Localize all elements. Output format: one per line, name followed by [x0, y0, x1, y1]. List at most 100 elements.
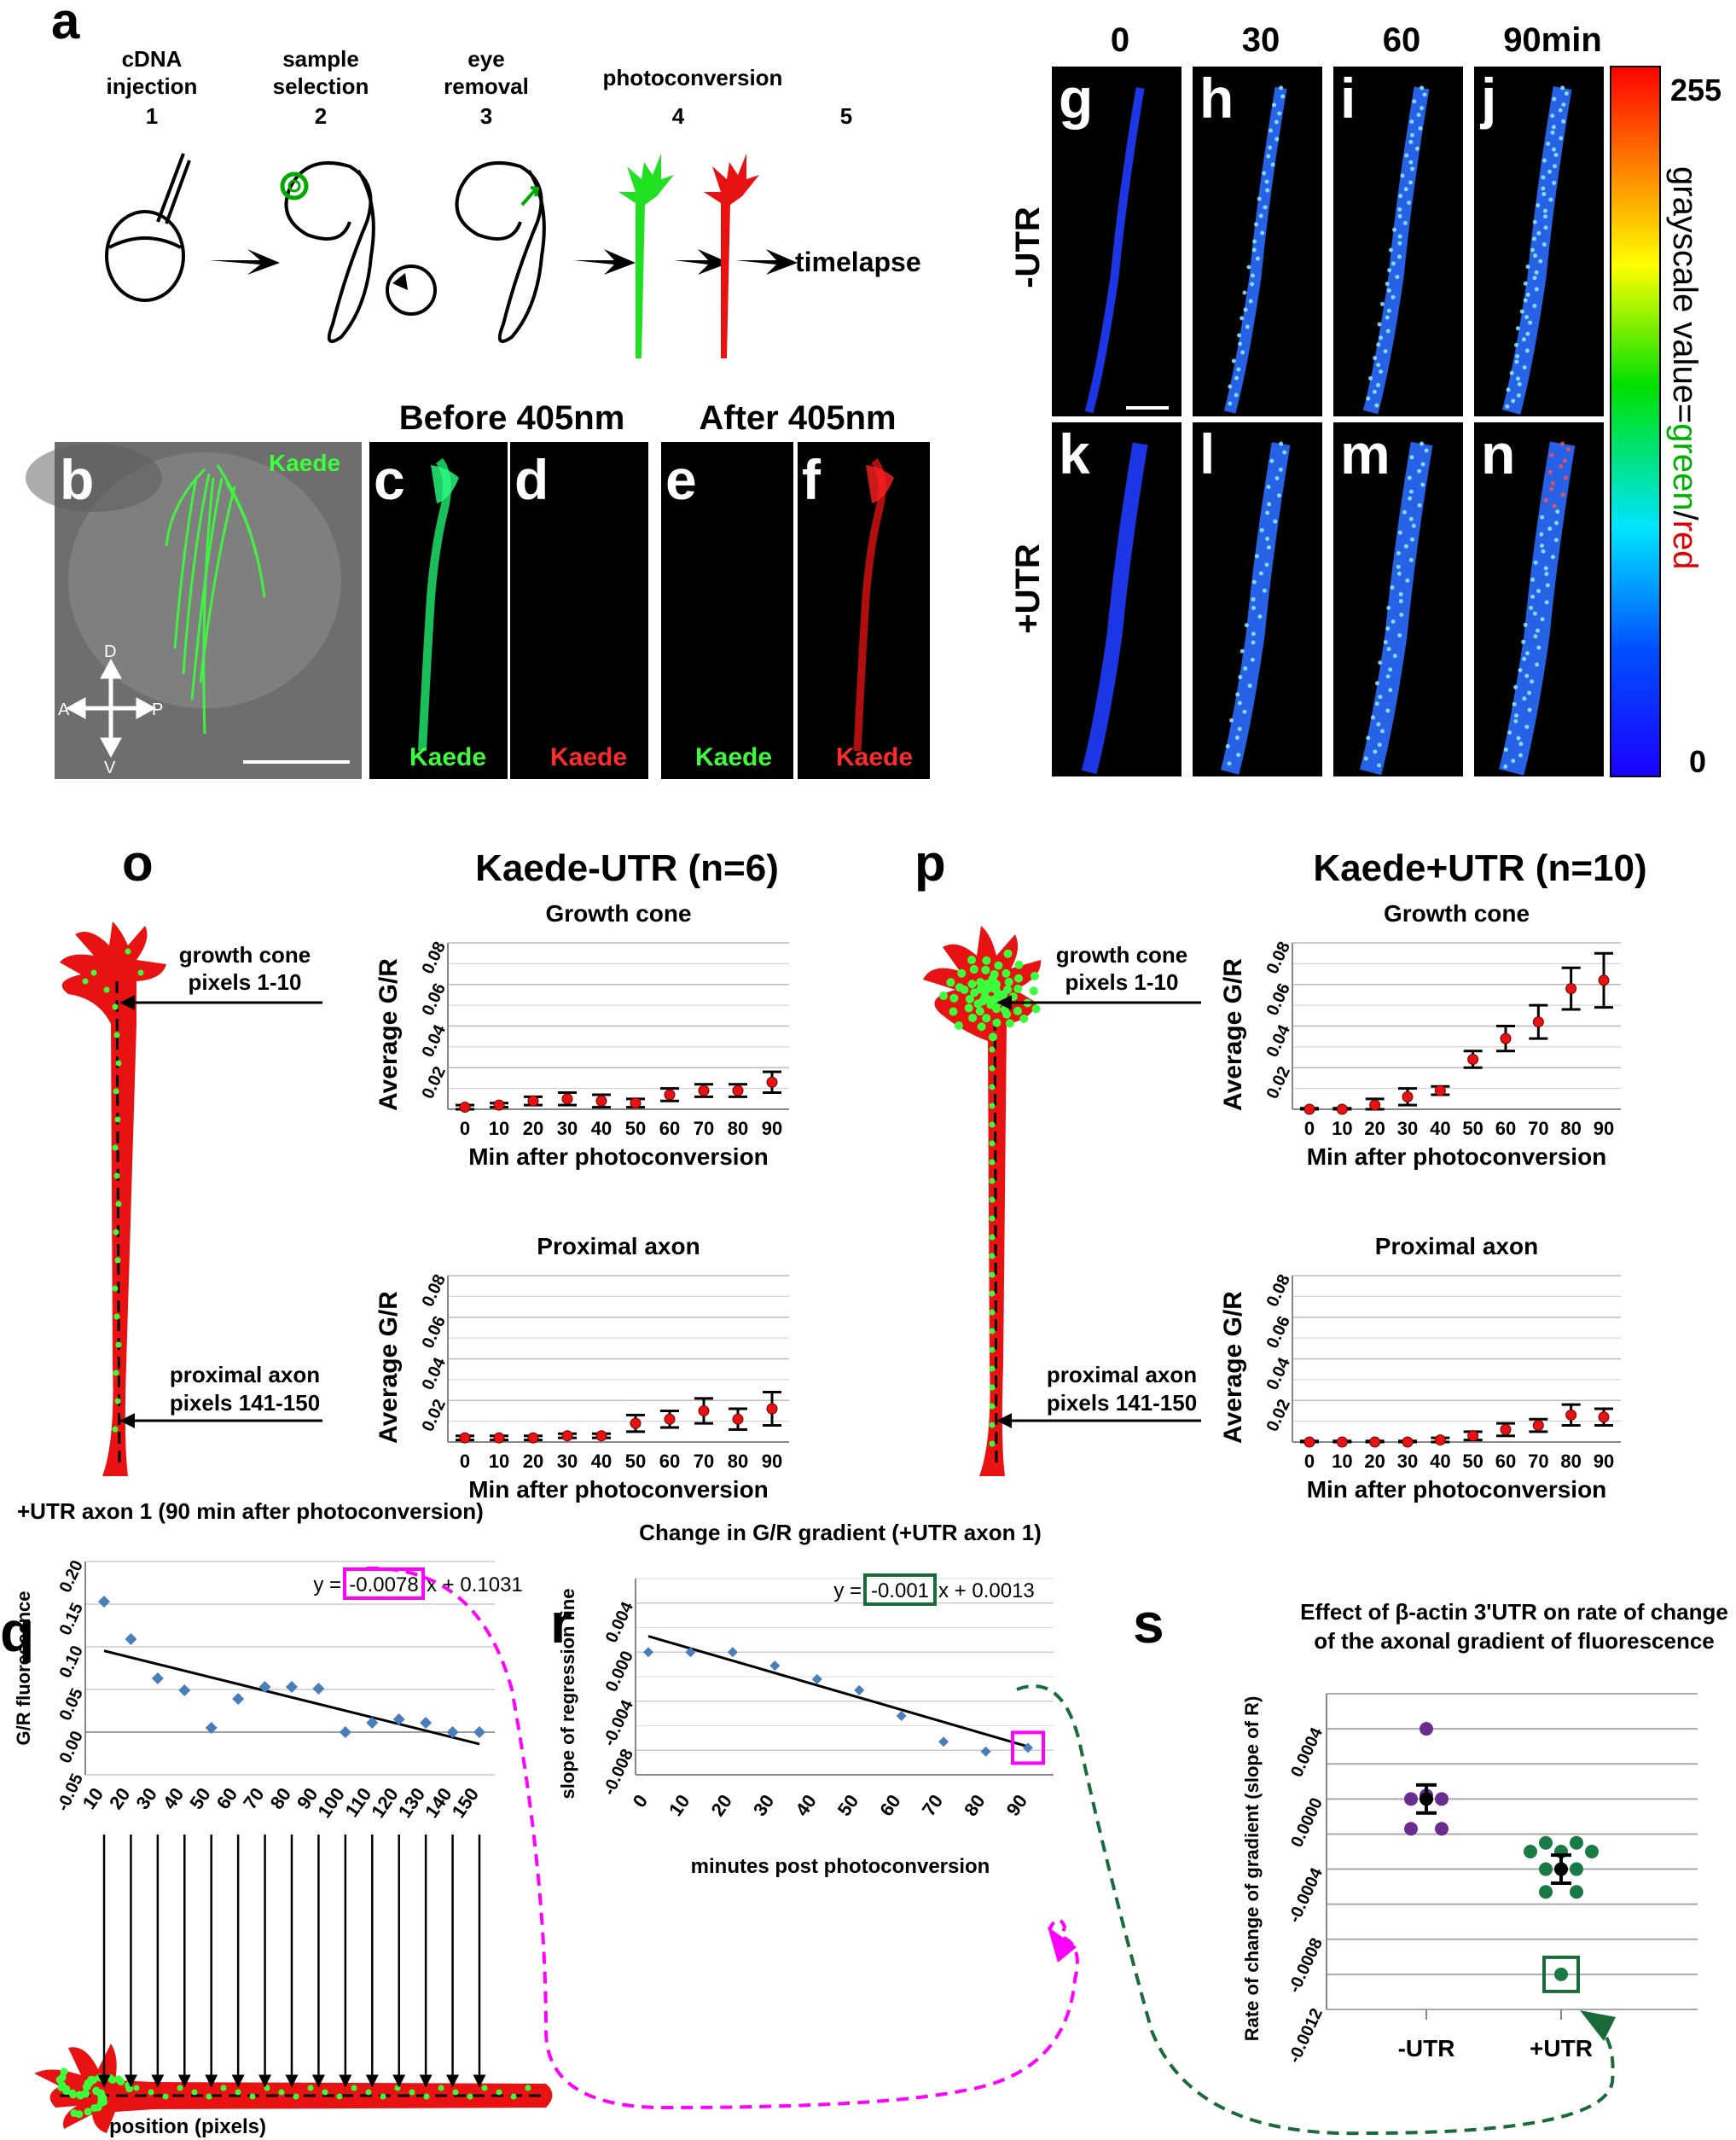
puncta-dot	[964, 1003, 973, 1013]
o-px-label-1: proximal axon	[170, 1362, 320, 1387]
data-point	[1420, 1722, 1433, 1736]
data-point	[1554, 1967, 1568, 1981]
time-90: 90min	[1503, 21, 1602, 59]
timecourse-puncta	[1524, 348, 1530, 353]
x-tick-label: 50	[1462, 1451, 1483, 1472]
timecourse-puncta	[1417, 468, 1422, 474]
timecourse-puncta	[1511, 398, 1516, 404]
data-point	[1434, 1434, 1446, 1446]
data-point	[664, 1089, 676, 1101]
x-tick-label: 50	[833, 1791, 863, 1820]
timecourse-puncta	[1405, 578, 1410, 583]
timecourse-puncta	[1242, 290, 1247, 295]
timecourse-puncta	[1264, 179, 1269, 184]
embryo-eye-removal-drawing	[455, 160, 546, 343]
timecourse-puncta	[1527, 690, 1532, 695]
puncta-dot	[481, 2085, 488, 2091]
timecourse-puncta	[1251, 631, 1256, 637]
timecourse-puncta	[1546, 142, 1551, 147]
timecourse-puncta	[1266, 485, 1271, 490]
puncta-dot	[113, 1172, 120, 1179]
arrow-step-4-5b	[735, 249, 798, 275]
step-3-line1: eye	[467, 46, 504, 72]
timecourse-puncta	[1257, 614, 1263, 619]
timecourse-puncta	[1409, 132, 1414, 137]
timecourse-puncta	[1396, 254, 1402, 259]
timecourse-puncta	[1507, 730, 1512, 736]
timecourse-puncta	[1553, 153, 1559, 158]
chart-q: +UTR axon 1 (90 min after photoconversio…	[13, 1498, 523, 2138]
timecourse-puncta	[1561, 119, 1566, 124]
timecourse-puncta	[1517, 381, 1522, 387]
timecourse-puncta	[1376, 382, 1381, 387]
data-point	[1539, 1885, 1553, 1899]
puncta-dot	[989, 1121, 996, 1128]
timecourse-puncta	[1534, 270, 1539, 275]
timecourse-puncta	[1563, 475, 1568, 480]
timecourse-puncta	[1536, 645, 1541, 650]
timecourse-puncta	[1386, 308, 1391, 313]
compass-d: D	[104, 643, 116, 661]
x-tick-label: 90	[1594, 1118, 1614, 1139]
timecourse-puncta	[1539, 543, 1544, 548]
timecourse-puncta	[1274, 476, 1280, 481]
timecourse-puncta	[1398, 194, 1403, 199]
x-tick-label: 70	[918, 1791, 948, 1820]
time-headers: 0 30 60 90min	[1111, 21, 1602, 59]
timecourse-puncta	[1385, 315, 1390, 320]
timecourse-puncta	[1373, 356, 1378, 361]
timecourse-puncta	[1236, 753, 1241, 758]
mean-marker	[1420, 1792, 1433, 1806]
puncta-dot	[525, 2085, 531, 2091]
data-point	[527, 1432, 539, 1444]
timecourse-puncta	[1379, 301, 1385, 306]
timecourse-puncta	[1260, 230, 1265, 236]
regression-line	[647, 1635, 1029, 1748]
puncta-dot	[113, 1229, 119, 1236]
puncta-dot	[1030, 971, 1039, 980]
panel-letter-f: f	[802, 448, 822, 511]
puncta-dot	[989, 1403, 996, 1410]
timecourse-puncta	[1269, 458, 1274, 463]
data-point	[1539, 1835, 1553, 1850]
data-point	[125, 1633, 137, 1645]
data-point	[446, 1726, 459, 1738]
data-point	[1598, 974, 1610, 986]
timecourse-puncta	[1540, 515, 1545, 520]
timecourse-puncta	[1559, 464, 1564, 469]
puncta-dot	[969, 965, 978, 974]
y-tick-label: 0.08	[419, 1271, 450, 1310]
timecourse-puncta	[1227, 761, 1232, 766]
time-60: 60	[1383, 21, 1421, 59]
timecourse-puncta	[1553, 164, 1558, 169]
timecourse-puncta	[1549, 486, 1554, 491]
arrow-step-1-2	[209, 249, 280, 275]
step-5-number: 5	[840, 103, 852, 129]
x-category-label: +UTR	[1530, 2035, 1593, 2061]
panel-b-kaede-label: Kaede	[269, 450, 340, 476]
regression-line	[103, 1649, 480, 1746]
puncta-dot	[992, 1018, 1002, 1027]
timecourse-puncta	[1280, 94, 1286, 99]
puncta-dot	[380, 2093, 386, 2100]
puncta-dot	[220, 2085, 227, 2091]
data-point	[1404, 1822, 1418, 1836]
puncta-dot	[81, 2090, 90, 2098]
y-tick-label: -0.0008	[1285, 1935, 1327, 1996]
x-axis-label: Min after photoconversion	[1307, 1476, 1607, 1503]
equation-pre: y =	[833, 1579, 862, 1602]
data-point	[561, 1430, 573, 1442]
timecourse-puncta	[1519, 309, 1524, 314]
data-point	[1402, 1090, 1414, 1102]
x-tick-label: 40	[591, 1451, 612, 1472]
timecourse-puncta	[1374, 681, 1379, 686]
colorbar-min: 0	[1689, 744, 1706, 779]
timecourse-puncta	[1523, 281, 1528, 286]
x-tick-label: 20	[706, 1791, 736, 1820]
x-tick-label: 0	[460, 1451, 470, 1472]
data-point	[766, 1076, 778, 1088]
timecourse-puncta	[1251, 579, 1257, 584]
data-point	[1336, 1103, 1348, 1115]
p-px-label-1: proximal axon	[1047, 1362, 1197, 1387]
